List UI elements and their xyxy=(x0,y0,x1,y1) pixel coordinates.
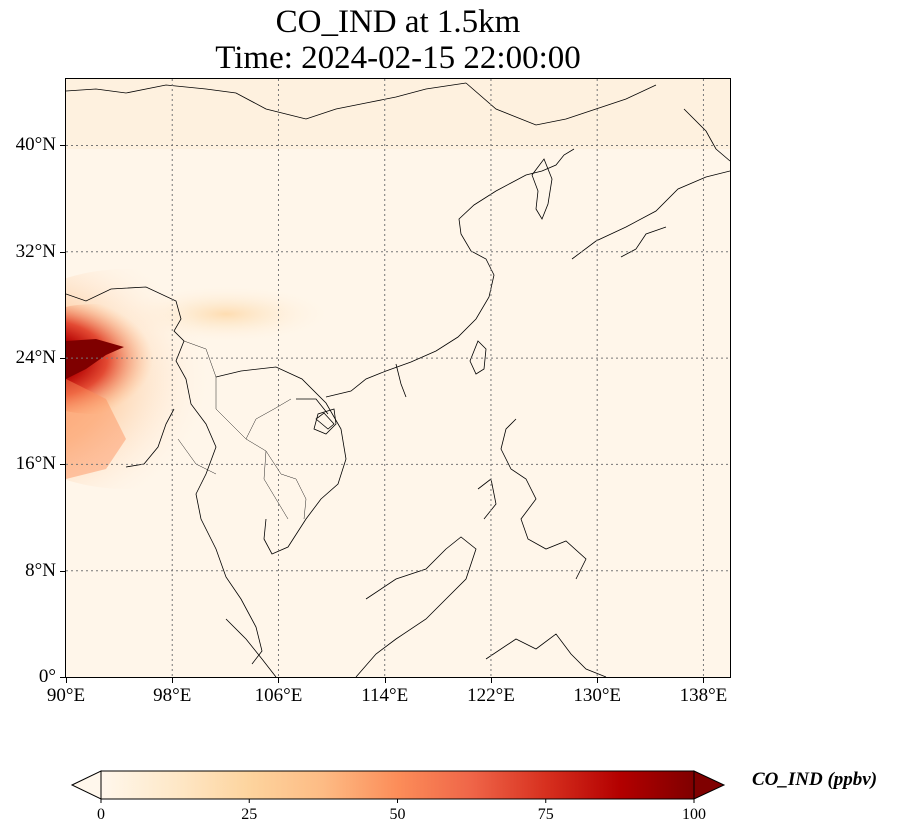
colorbar-tick-label: 75 xyxy=(537,806,554,823)
lon-tick-label: 98°E xyxy=(153,685,192,706)
lat-tick-label: 16°N xyxy=(15,453,56,475)
lat-tick-mark xyxy=(60,358,65,360)
lon-tick-label: 130°E xyxy=(573,685,622,706)
lat-tick-mark xyxy=(60,145,65,147)
plot-title: CO_IND at 1.5km xyxy=(275,4,521,40)
lon-tick-mark xyxy=(703,678,705,683)
lon-tick-label: 138°E xyxy=(679,685,728,706)
lat-tick-label: 8°N xyxy=(25,559,56,581)
colorbar-extend-min xyxy=(70,770,102,800)
map-panel[interactable] xyxy=(65,78,731,678)
colorbar-tick-label: 0 xyxy=(97,806,105,823)
lat-tick-mark xyxy=(60,570,65,572)
lon-tick-label: 122°E xyxy=(467,685,515,706)
lon-tick-mark xyxy=(490,678,492,683)
gridlines xyxy=(66,79,730,677)
lat-tick-label: 32°N xyxy=(15,240,56,262)
colorbar-tick-label: 100 xyxy=(682,806,706,823)
lon-tick-label: 90°E xyxy=(46,685,86,706)
lat-tick-label: 40°N xyxy=(15,134,56,156)
lon-tick-label: 114°E xyxy=(361,685,409,706)
lon-tick-mark xyxy=(172,678,174,683)
lon-tick-mark xyxy=(66,678,67,683)
lat-tick-label: 0° xyxy=(38,666,56,687)
colorbar-body xyxy=(100,770,695,800)
lon-tick-label: 106°E xyxy=(254,685,303,706)
concentration-plume-hotspot xyxy=(66,339,124,379)
concentration-plume-core xyxy=(66,304,191,414)
lon-tick-mark xyxy=(278,678,280,683)
colorbar-extend-max xyxy=(693,770,726,800)
colorbar-ticks xyxy=(100,799,695,803)
colorbar-label: CO_IND (ppbv) xyxy=(752,769,878,790)
lat-tick-mark xyxy=(60,464,65,466)
plot-timestamp: Time: 2024-02-15 22:00:00 xyxy=(215,40,581,76)
colorbar-tick-label: 50 xyxy=(389,806,406,823)
lon-tick-mark xyxy=(384,678,386,683)
lat-tick-mark xyxy=(60,677,65,678)
map-canvas xyxy=(66,79,730,677)
lat-tick-mark xyxy=(60,251,65,253)
colorbar-tick-label: 25 xyxy=(241,806,258,823)
concentration-band-north xyxy=(66,79,730,149)
lat-tick-label: 24°N xyxy=(15,347,56,369)
lon-tick-mark xyxy=(597,678,599,683)
concentration-plume-tail xyxy=(66,379,126,479)
